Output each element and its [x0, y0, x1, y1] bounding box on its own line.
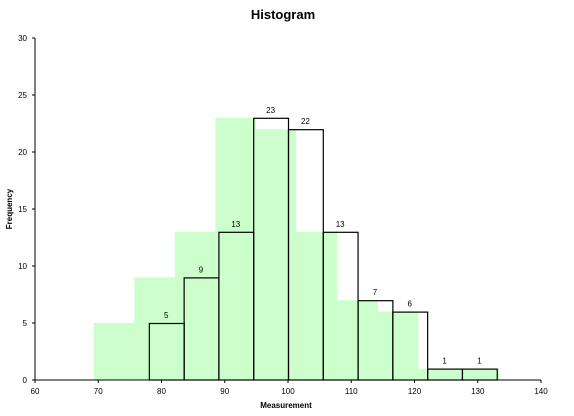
x-tick-label: 90 — [220, 387, 229, 396]
y-tick-label: 0 — [23, 376, 28, 385]
data-label-7: 7 — [373, 288, 378, 297]
filled-bar-1 — [93, 323, 135, 380]
data-label-10: 1 — [477, 357, 482, 366]
filled-bar-9 — [418, 368, 459, 380]
y-ticks: 0 5 10 15 20 25 30 — [18, 34, 35, 385]
x-tick-label: 140 — [534, 387, 548, 396]
y-tick-label: 20 — [18, 148, 27, 157]
y-tick-label: 15 — [18, 205, 27, 214]
filled-bar-2 — [134, 277, 175, 380]
chart-title: Histogram — [251, 7, 315, 22]
x-axis-label: Measurement — [260, 401, 312, 410]
data-label-4: 23 — [266, 106, 275, 115]
x-tick-label: 120 — [408, 387, 422, 396]
filled-bar-6 — [296, 231, 338, 380]
y-tick-label: 10 — [18, 262, 27, 271]
y-tick-label: 30 — [18, 34, 27, 43]
data-labels: 5 9 13 23 22 13 7 6 1 1 — [164, 106, 482, 366]
x-tick-label: 100 — [281, 387, 295, 396]
y-axis-label: Frequency — [5, 188, 14, 229]
data-label-2: 9 — [199, 265, 204, 274]
x-tick-label: 80 — [157, 387, 166, 396]
data-label-5: 22 — [301, 117, 310, 126]
data-label-6: 13 — [336, 220, 345, 229]
filled-bar-4 — [215, 117, 256, 381]
x-tick-label: 130 — [471, 387, 485, 396]
x-tick-label: 60 — [31, 387, 40, 396]
filled-bar-5 — [255, 129, 297, 380]
y-tick-label: 25 — [18, 91, 27, 100]
x-ticks: 60 70 80 90 100 110 120 130 140 — [31, 380, 548, 396]
filled-bar-10 — [458, 368, 500, 380]
filled-bars — [93, 117, 500, 381]
y-tick-label: 5 — [23, 319, 28, 328]
x-tick-label: 110 — [345, 387, 358, 396]
filled-bar-8 — [377, 311, 419, 380]
data-label-1: 5 — [164, 311, 169, 320]
data-label-3: 13 — [231, 220, 240, 229]
filled-bar-3 — [174, 231, 216, 380]
data-label-8: 6 — [408, 300, 413, 309]
data-label-9: 1 — [442, 357, 447, 366]
x-tick-label: 70 — [94, 387, 103, 396]
